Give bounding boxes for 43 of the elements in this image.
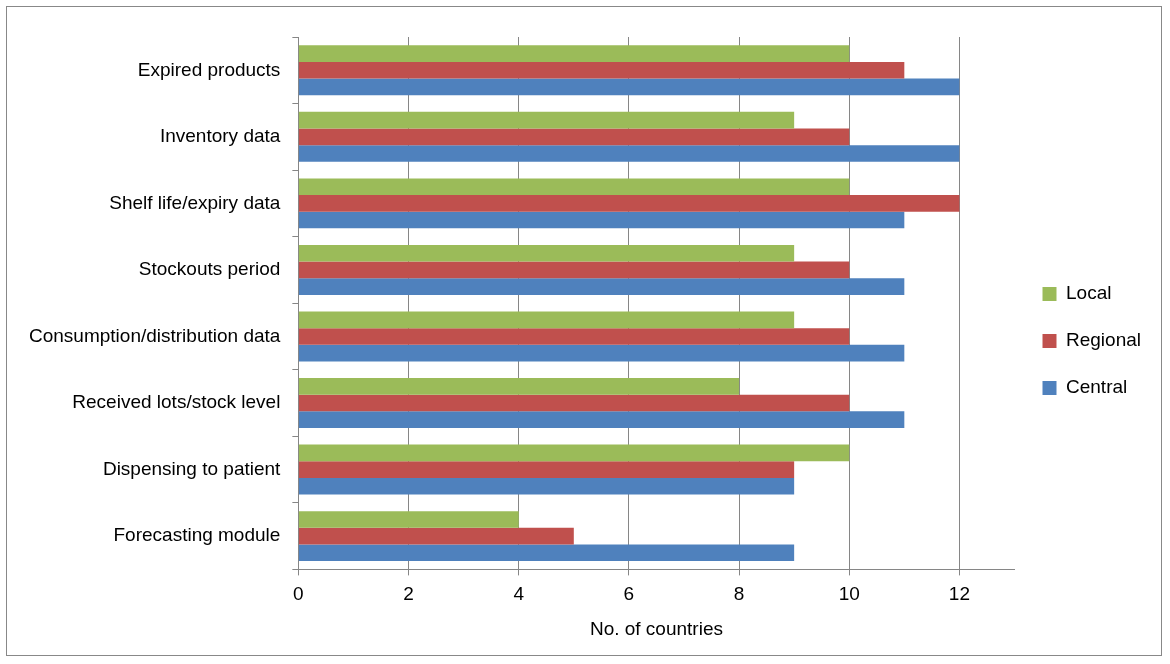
bar <box>298 195 960 212</box>
y-tick-label: Received lots/stock level <box>72 391 281 413</box>
bar <box>298 344 905 362</box>
legend-label: Central <box>1066 376 1128 398</box>
bar <box>298 211 905 229</box>
bar <box>298 527 574 545</box>
bar <box>298 178 850 196</box>
bar <box>298 328 850 345</box>
legend-label: Local <box>1066 282 1112 304</box>
bar <box>298 111 795 129</box>
bar <box>298 78 960 96</box>
bar <box>298 411 905 428</box>
bar <box>298 311 795 329</box>
bar <box>298 128 850 146</box>
y-tick-label: Expired products <box>137 58 281 80</box>
bar <box>298 394 850 412</box>
bar <box>298 477 795 495</box>
bar <box>298 544 795 562</box>
x-tick-label: 12 <box>948 583 970 605</box>
y-tick-label: Shelf life/expiry data <box>109 191 281 213</box>
y-tick-label: Consumption/distribution data <box>28 324 281 346</box>
bar <box>298 244 795 262</box>
legend-label: Regional <box>1066 329 1141 351</box>
bar <box>298 461 795 478</box>
bar <box>298 444 850 462</box>
y-tick-label: Stockouts period <box>138 258 281 280</box>
x-axis-title: No. of countries <box>589 617 723 639</box>
bar <box>298 45 850 62</box>
bar <box>298 61 905 79</box>
x-tick-label: 8 <box>733 583 745 605</box>
y-tick-label: Forecasting module <box>113 524 281 546</box>
x-tick-label: 0 <box>293 583 304 605</box>
bar <box>298 278 905 295</box>
x-tick-label: 4 <box>513 583 525 605</box>
bar <box>298 261 850 279</box>
x-tick-label: 2 <box>403 583 414 605</box>
x-tick-label: 6 <box>623 583 635 605</box>
y-tick-label: Dispensing to patient <box>102 457 282 479</box>
bar <box>298 511 519 528</box>
bar <box>298 378 740 395</box>
bar <box>298 145 960 162</box>
y-tick-label: Inventory data <box>159 125 281 147</box>
x-tick-label: 10 <box>838 583 860 605</box>
